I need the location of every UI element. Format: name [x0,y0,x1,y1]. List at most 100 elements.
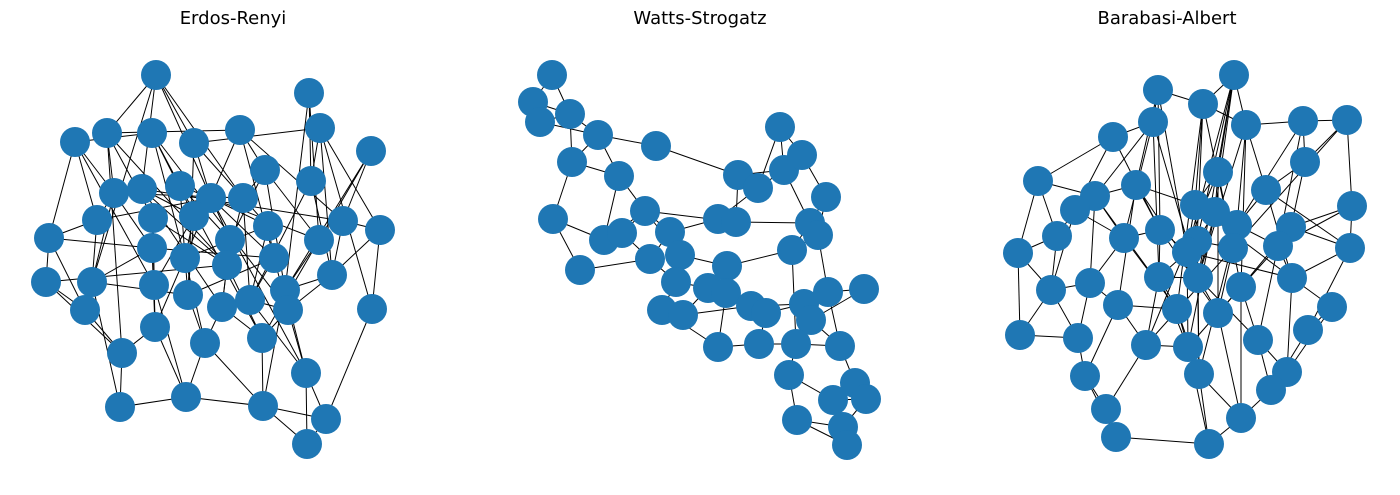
graph-edge [106,129,241,134]
graph-node [82,205,112,235]
graph-node [1036,275,1066,305]
graph-node [1200,197,1230,227]
graph-edge [106,132,154,219]
graph-node [1103,290,1133,320]
graph-node [813,277,843,307]
graph-node [1063,323,1093,353]
graph-node [1143,75,1173,105]
graph-node [1251,175,1281,205]
graph-node [328,206,358,236]
graph-edge [242,197,251,301]
graph-edge [239,129,344,222]
graph-edge [325,308,373,420]
graph-node [825,331,855,361]
graph-edge [319,127,333,276]
node-layer [518,60,881,460]
graph-node [1226,403,1256,433]
graph-edge [1307,247,1351,331]
graph-edge [1186,251,1293,279]
graph-node [1003,238,1033,268]
panel-title: Watts-Strogatz [633,8,767,29]
graph-node [703,332,733,362]
graph-node [139,270,169,300]
graph-edge [74,141,155,286]
graph-node [137,118,167,148]
graph-node [1173,332,1203,362]
graph-node [250,155,280,185]
graph-node [811,182,841,212]
graph-node [1231,110,1261,140]
graph-node [787,140,817,170]
graph-edge [193,127,321,144]
graph-edge [284,150,372,291]
graph-node [851,384,881,414]
panel-title: Erdos-Renyi [179,8,287,29]
graph-node [140,312,170,342]
graph-node [1121,170,1151,200]
graph-node [665,240,695,270]
graph-node [782,405,812,435]
graph-node [1060,195,1090,225]
graph-node [832,430,862,460]
graph-node [259,243,289,273]
graph-node [630,196,660,226]
graph-node [1335,233,1365,263]
graph-edge [1286,277,1293,373]
graph-edge [193,142,269,227]
graph-node [77,267,107,297]
graph-node [1042,221,1072,251]
graph-node [1256,375,1286,405]
graph-node [583,120,613,150]
graph-node [818,385,848,415]
panel-title: Barabasi-Albert [1097,8,1237,29]
graph-node [1222,210,1252,240]
graph-node [604,161,634,191]
graph-node [294,78,324,108]
graph-node [1194,429,1224,459]
graph-node [744,329,774,359]
graph-edge [1257,245,1279,341]
graph-node [1183,263,1213,293]
panel-erdos-renyi: Erdos-Renyi [0,0,466,495]
graph-node [538,204,568,234]
graph-node [525,107,555,137]
graph-node [305,113,335,143]
graph-edge [1236,124,1247,226]
graph-node [99,178,129,208]
graph-node [1288,106,1318,136]
graph-node [849,274,879,304]
graph-0 [31,60,395,459]
graph-node [273,295,303,325]
graph-node [661,267,691,297]
graph-edge [48,237,153,249]
graph-edge [91,74,157,283]
graph-node [774,360,804,390]
graph-node [1293,315,1323,345]
graph-node [170,243,200,273]
graph-node [212,250,242,280]
graph-node [92,118,122,148]
graph-node [781,329,811,359]
graph-node [365,215,395,245]
graph-node [173,280,203,310]
graph-node [138,203,168,233]
graph-node [311,404,341,434]
graph-node [1337,191,1367,221]
graph-node [1075,268,1105,298]
graph-edge [151,247,275,259]
graph-node [1317,292,1347,322]
graph-node [34,223,64,253]
graph-node [743,173,773,203]
panel-watts-strogatz: Watts-Strogatz [467,0,933,495]
graph-edge [1232,119,1348,249]
graph-node [1023,166,1053,196]
graph-node [557,147,587,177]
graph-node [1162,294,1192,324]
graph-edge [153,284,187,398]
graph-node [179,201,209,231]
graph-node [1005,320,1035,350]
graph-node [357,294,387,324]
graph-node [317,260,347,290]
graph-node [105,392,135,422]
